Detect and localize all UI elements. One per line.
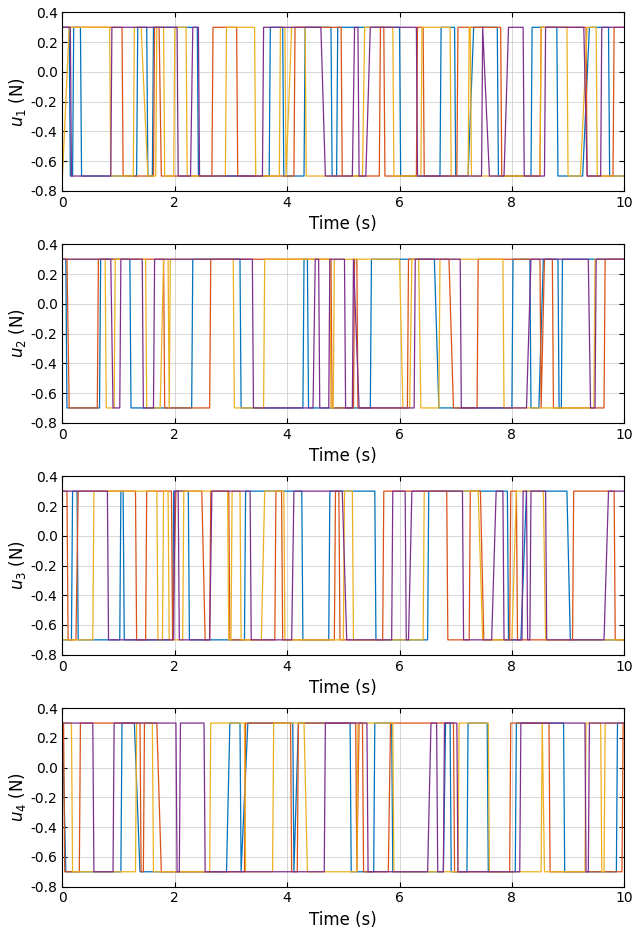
Y-axis label: $u_1$ (N): $u_1$ (N): [7, 77, 28, 126]
X-axis label: Time (s): Time (s): [310, 215, 377, 233]
X-axis label: Time (s): Time (s): [310, 911, 377, 929]
X-axis label: Time (s): Time (s): [310, 447, 377, 465]
Y-axis label: $u_2$ (N): $u_2$ (N): [7, 309, 28, 358]
Y-axis label: $u_4$ (N): $u_4$ (N): [7, 772, 28, 823]
X-axis label: Time (s): Time (s): [310, 680, 377, 697]
Y-axis label: $u_3$ (N): $u_3$ (N): [7, 541, 28, 591]
